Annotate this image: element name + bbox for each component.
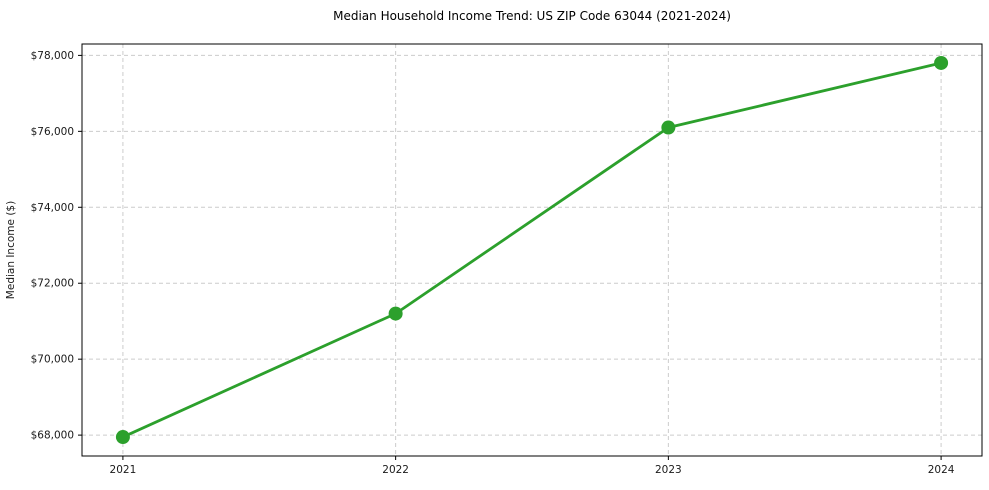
x-tick-label: 2021 (110, 464, 137, 476)
x-tick-label: 2024 (928, 464, 955, 476)
data-point (388, 306, 403, 321)
data-point (934, 55, 949, 70)
x-tick-label: 2023 (655, 464, 682, 476)
data-point (661, 120, 676, 135)
y-tick-label: $70,000 (31, 354, 74, 366)
x-tick-label: 2022 (382, 464, 409, 476)
y-tick-label: $72,000 (31, 278, 74, 290)
plot-border (81, 43, 983, 457)
y-tick-label: $78,000 (31, 50, 74, 62)
y-tick-label: $74,000 (31, 202, 74, 214)
data-point (115, 430, 130, 445)
chart-title: Median Household Income Trend: US ZIP Co… (333, 9, 731, 23)
trend-line (121, 61, 943, 439)
y-tick-label: $76,000 (31, 126, 74, 138)
y-axis-label: Median Income ($) (5, 201, 17, 299)
y-tick-label: $68,000 (31, 430, 74, 442)
